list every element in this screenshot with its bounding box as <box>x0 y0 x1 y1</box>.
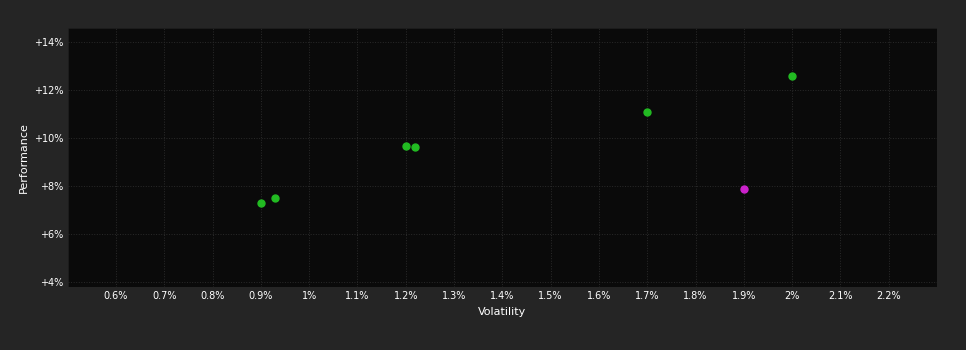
Point <box>784 73 800 79</box>
Y-axis label: Performance: Performance <box>18 122 28 193</box>
X-axis label: Volatility: Volatility <box>478 307 526 317</box>
Point <box>736 186 752 191</box>
Point <box>639 109 655 115</box>
Point <box>253 200 269 206</box>
Point <box>408 145 423 150</box>
Point <box>268 195 283 201</box>
Point <box>398 143 413 148</box>
